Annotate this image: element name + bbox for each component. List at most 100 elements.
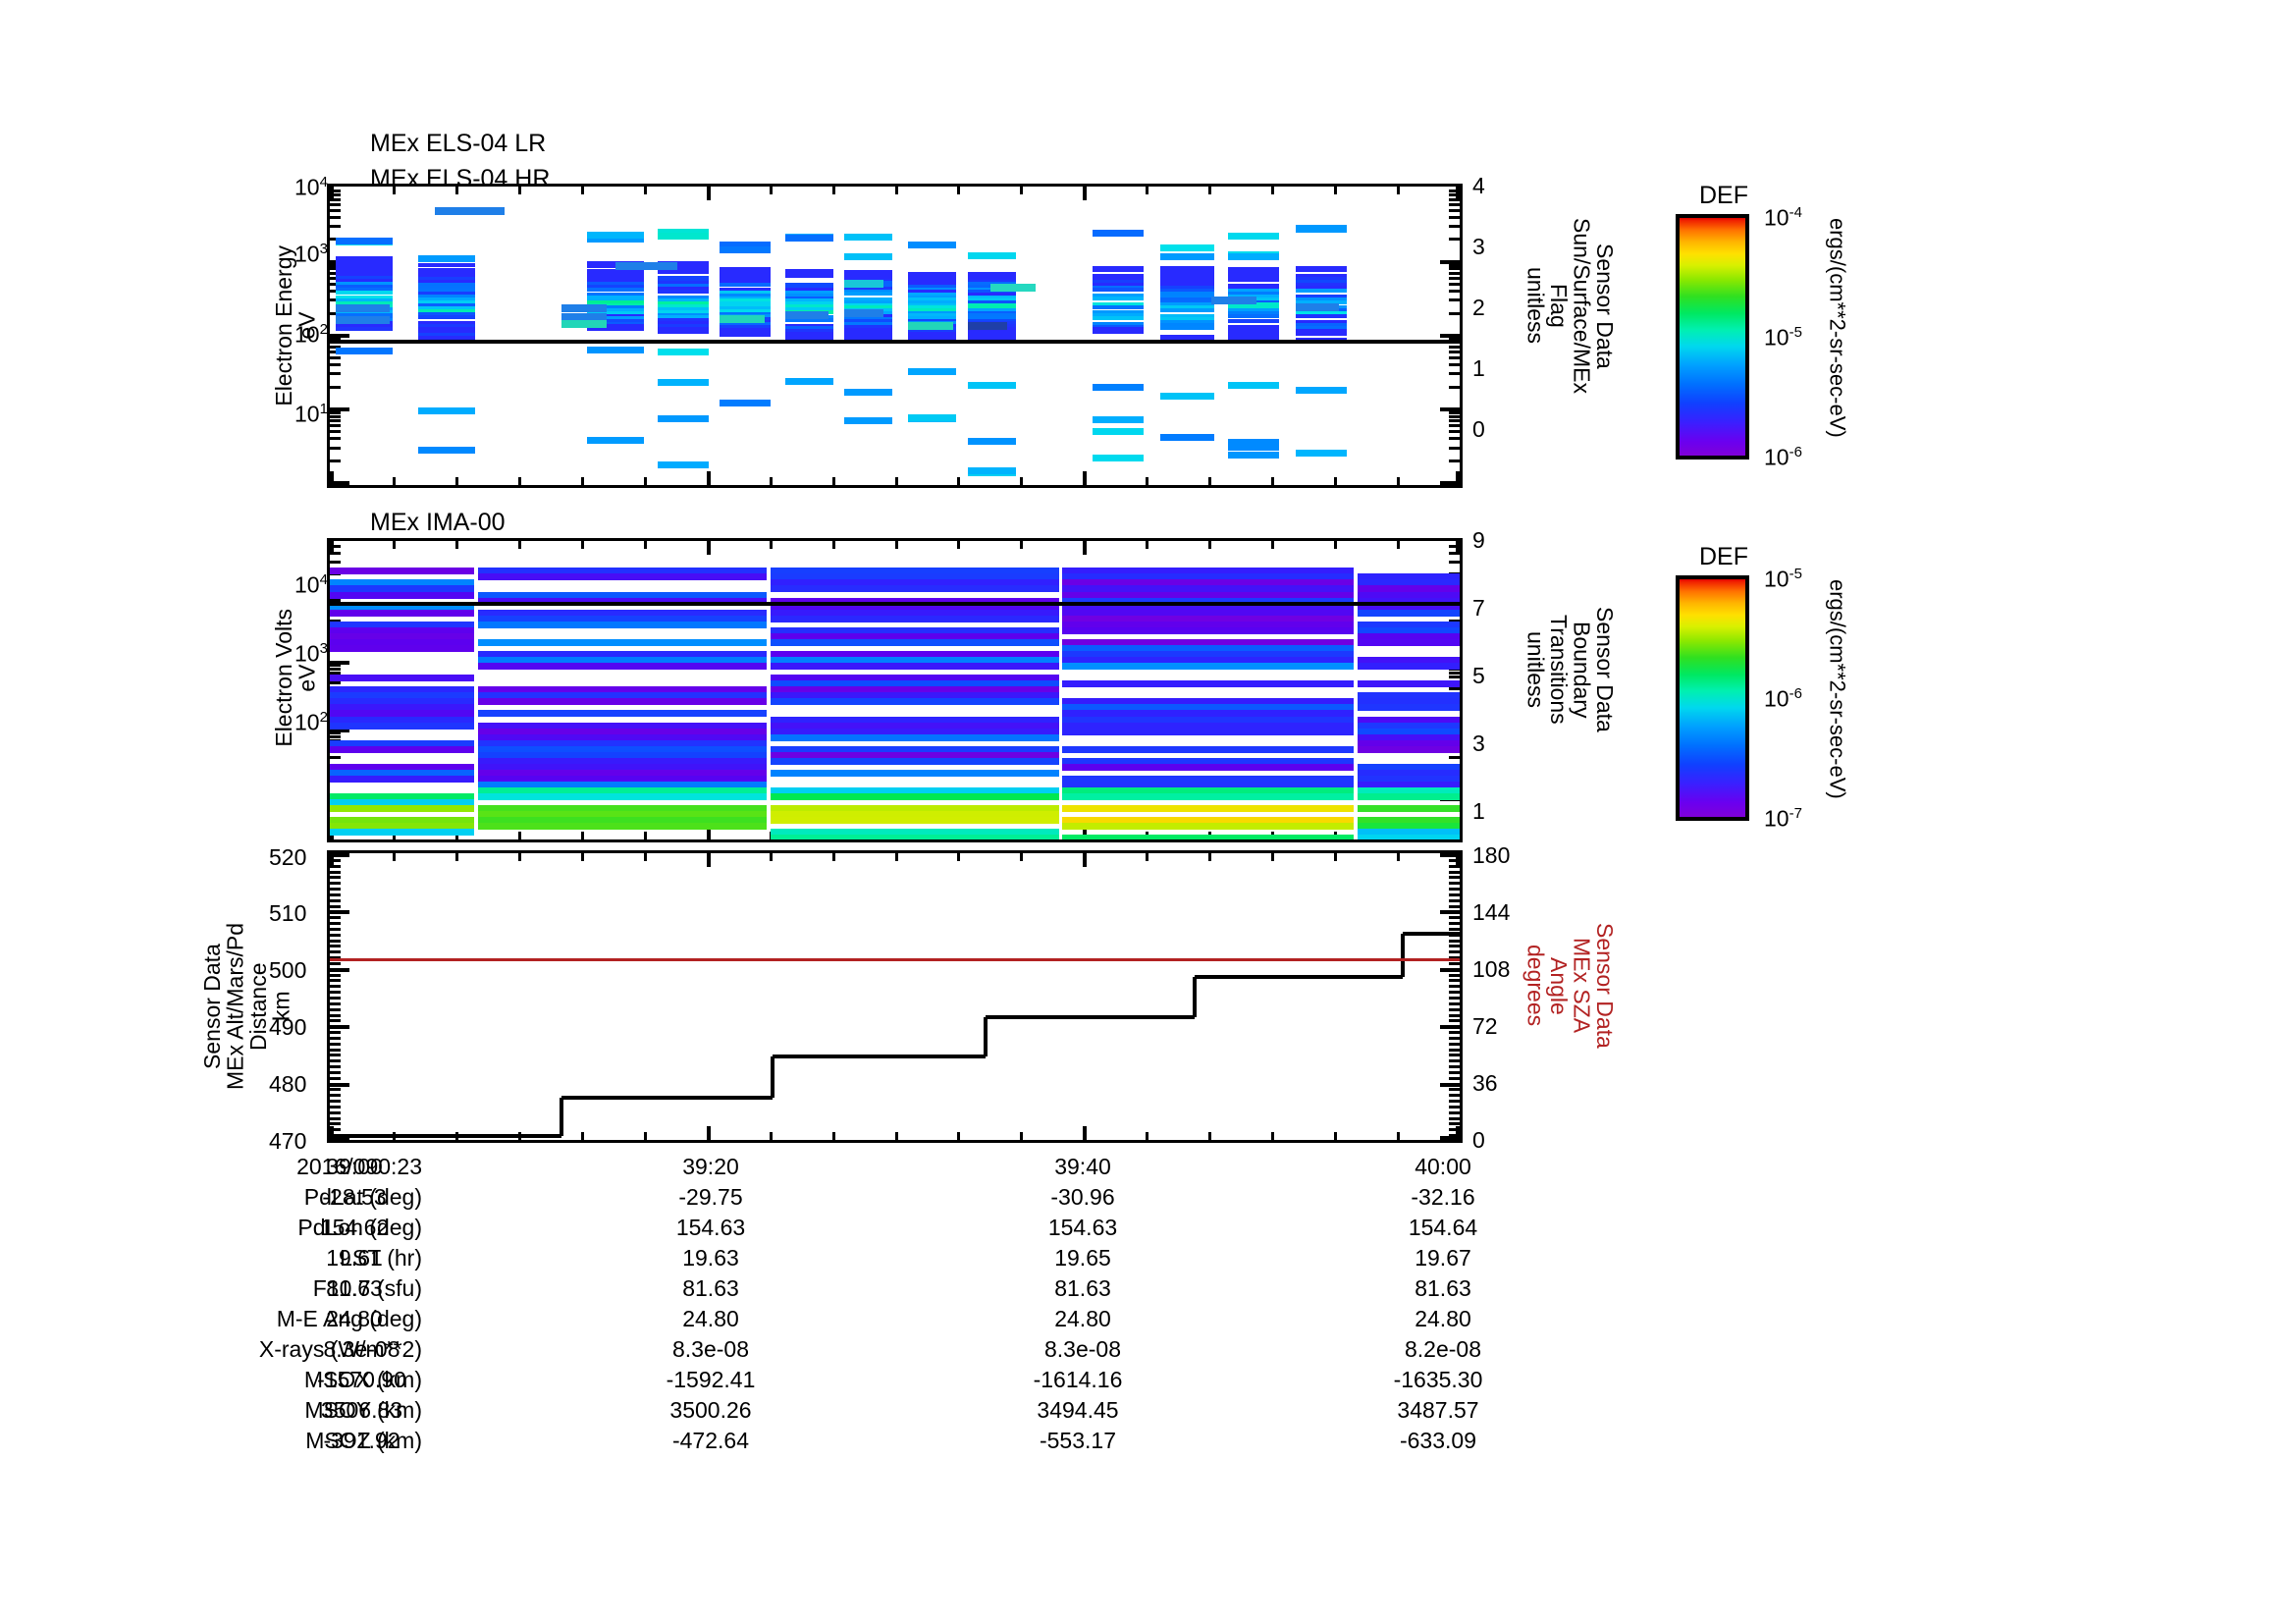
footer-label-msoz: MSOZ (km)	[305, 1428, 422, 1453]
top-right-tick-0: 0	[1472, 416, 1485, 442]
els-spectrum-bin	[785, 294, 833, 298]
els-spectrum-bin	[720, 246, 771, 253]
alt-xtick-bot-9	[895, 1132, 898, 1140]
els-ytick-r	[1449, 424, 1460, 427]
footer-col1-time: 39:20	[682, 1154, 739, 1179]
els-spectrum-bin	[587, 319, 644, 323]
ima-spectrum-bin	[478, 740, 767, 747]
els-spectrum-bin	[1093, 268, 1144, 272]
els-spectrum-bin	[1296, 387, 1347, 394]
alt-ytick-l-36	[330, 1059, 341, 1062]
els-ytick-r	[1440, 407, 1460, 411]
alt-ytick-r-10	[1440, 910, 1460, 914]
ima-spectrum-bin	[771, 835, 1059, 839]
footer-col0-f107: 81.63	[326, 1275, 383, 1301]
els-spectrum-bin	[658, 264, 709, 268]
els-spectrum-bin	[908, 313, 956, 317]
alt-ytick-l-24	[330, 991, 341, 994]
els-spectrum-bin	[1093, 327, 1144, 331]
ima-spectrum-bin	[478, 657, 767, 664]
els-xtick-top-7	[770, 187, 773, 194]
els-spectrum-bin	[785, 288, 833, 292]
ima-spectrum-bin	[1062, 645, 1354, 652]
els-spectrum-bin	[587, 277, 644, 281]
ima-spectrum-bin	[330, 633, 474, 640]
els-spectrum-bin	[1160, 305, 1214, 309]
ima-spectrum-bin	[771, 663, 1059, 670]
els-ytick	[330, 216, 341, 219]
colorbar-2-mid-label: 10-6	[1764, 685, 1802, 712]
els-ytick-r	[1449, 283, 1460, 286]
els-ytick-r	[1449, 415, 1460, 418]
els-xtick-top-10	[957, 187, 960, 194]
els-spectrum-bin	[844, 234, 892, 241]
ima-spectrum-bin	[771, 610, 1059, 617]
els-ytick	[330, 437, 341, 440]
alt-ytick-r-23	[1449, 985, 1460, 988]
ima-spectrum-bin	[1062, 680, 1354, 687]
els-energy-streak	[968, 322, 1007, 330]
ima-spectrum-bin	[771, 817, 1059, 824]
ima-spectrum-bin	[1062, 639, 1354, 646]
els-spectrum-bin	[785, 307, 833, 311]
els-spectrum-bin	[1160, 271, 1214, 275]
alt-ytick-l-8	[330, 899, 341, 902]
alt-ytick-r-50	[1440, 1136, 1460, 1140]
footer-col2-me-ang: 24.80	[1054, 1306, 1111, 1331]
els-ytick-r	[1449, 189, 1460, 192]
els-spectrum-bin	[968, 300, 1016, 304]
els-ytick	[330, 193, 341, 196]
els-xtick-top-14	[1208, 187, 1211, 194]
els-ytick-r	[1440, 334, 1460, 338]
ima-spectrogram-panel[interactable]	[327, 538, 1463, 842]
footer-col3-msoz: -633.09	[1399, 1428, 1476, 1453]
alt-ytick-l-32	[330, 1037, 341, 1040]
ima-spectrum-bin	[1062, 610, 1354, 617]
ima-spectrum-bin	[478, 758, 767, 765]
altitude-step-riser	[771, 1056, 774, 1098]
footer-col0-me-ang: 24.80	[326, 1306, 383, 1331]
ima-spectrum-bin	[771, 734, 1059, 741]
els-spectrum-bin	[1296, 274, 1347, 278]
els-spectrum-bin	[418, 274, 475, 278]
ima-xtick-top-13	[1146, 541, 1148, 549]
footer-label-xrays: X-rays (W/m**2)	[258, 1336, 422, 1362]
els-ytick-r	[1449, 312, 1460, 315]
ima-ytick-r	[1449, 561, 1460, 564]
ima-spectrum-bin	[1358, 746, 1460, 753]
ima-spectrum-bin	[330, 817, 474, 824]
colorbar-1-mid-label: 10-5	[1764, 324, 1802, 351]
els-spectrogram-panel[interactable]	[327, 184, 1463, 488]
ima-spectrum-bin	[1358, 610, 1460, 617]
els-energy-streak	[990, 284, 1036, 292]
els-spectrum-bin	[720, 267, 771, 271]
altitude-sza-panel[interactable]	[327, 850, 1463, 1143]
ima-spectrum-bin	[478, 793, 767, 800]
els-spectrum-bin	[418, 312, 475, 316]
altitude-step-segment	[561, 1096, 773, 1100]
ima-spectrum-bin	[771, 770, 1059, 777]
ima-xtick-top-2	[455, 541, 458, 549]
footer-col3-msoy: 3487.57	[1397, 1397, 1479, 1423]
ima-xtick-bot-6	[707, 826, 711, 839]
alt-xtick-bot-14	[1208, 1132, 1211, 1140]
alt-ytick-l-50	[330, 1136, 349, 1140]
els-ytick-r	[1449, 264, 1460, 267]
ima-spectrum-bin	[1062, 604, 1354, 611]
els-spectrum-bin	[1296, 298, 1347, 301]
els-xtick-bot-13	[1146, 477, 1148, 485]
els-spectrum-bin	[658, 281, 709, 285]
footer-col1-f107: 81.63	[682, 1275, 739, 1301]
els-spectrum-bin	[658, 270, 709, 274]
alt-ytick-l-4	[330, 876, 341, 879]
alt-ytick-l-39	[330, 1077, 341, 1080]
els-xtick-top-16	[1334, 187, 1337, 194]
ima-spectrum-bin	[330, 793, 474, 800]
top-ytick-1e1: 101	[294, 401, 328, 427]
ima-spectrum-bin	[330, 622, 474, 628]
els-ytick	[330, 481, 349, 485]
ima-ytick	[330, 545, 341, 548]
ima-xtick-top-10	[957, 541, 960, 549]
alt-ytick-r-35	[1449, 1054, 1460, 1056]
els-spectrum-bin	[658, 415, 709, 422]
